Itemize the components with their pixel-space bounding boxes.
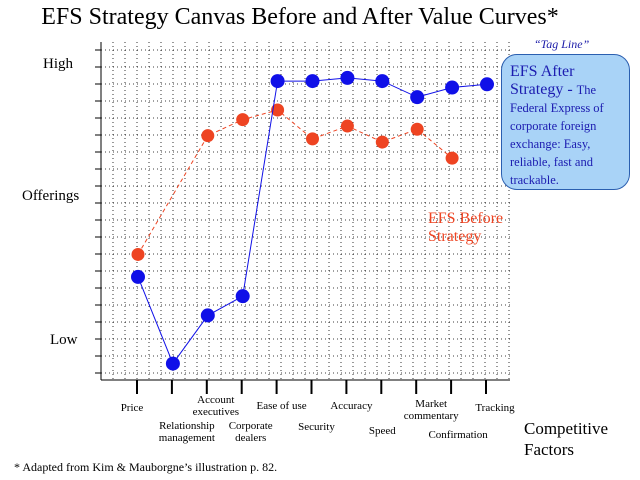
chart-title: EFS Strategy Canvas Before and After Val… [41,4,559,30]
y-tick-label-offerings: Offerings [22,187,80,204]
data-point [131,247,145,261]
data-point [200,308,215,323]
data-point [306,132,319,146]
x-tick-label: Speed [368,425,396,437]
data-point [270,74,285,89]
data-point [201,129,215,143]
data-point [305,74,320,89]
data-point [236,113,250,127]
x-tick-label: Corporate dealers [228,420,273,444]
data-point [340,70,355,85]
data-point [410,90,425,105]
efs-after-strategy-callout: EFS After Strategy - The Federal Express… [501,54,630,190]
y-tick-label-high: High [43,56,73,73]
x-tick-label: Accuracy [330,400,373,412]
data-point [480,77,494,92]
data-point [235,289,250,304]
data-point [165,356,180,371]
data-point [375,135,389,149]
x-axis-label: Competitive Factors [524,419,609,459]
x-tick-label: Ease of use [256,400,307,412]
grid [101,42,510,380]
before-strategy-label: EFS Before Strategy [428,210,504,245]
data-point [445,80,460,95]
y-tick-label-low: Low [50,332,78,349]
x-tick-label: Price [120,402,144,414]
series-before-strategy [131,103,459,261]
x-tick-label: Market commentary [403,398,459,422]
series-after-strategy [131,70,494,371]
series-line [137,109,453,255]
data-point [131,269,145,284]
data-point [271,103,285,117]
footnote: * Adapted from Kim & Mauborgne’s illustr… [14,460,278,474]
after-strategy-title: EFS After Strategy - [510,63,575,98]
x-tick-label: Tracking [475,402,515,414]
data-point [410,122,424,136]
x-tick-label: Account executives [192,394,240,418]
axes [95,42,510,394]
data-point [375,74,390,89]
x-tick-label: Confirmation [428,429,488,441]
after-strategy-description: The Federal Express of corporate foreign… [510,83,604,187]
data-point [340,119,354,133]
data-point [445,151,459,165]
tag-line-annotation: “Tag Line” [534,37,590,51]
x-tick-label: Security [298,421,335,433]
x-tick-label: Relationship management [158,420,215,444]
